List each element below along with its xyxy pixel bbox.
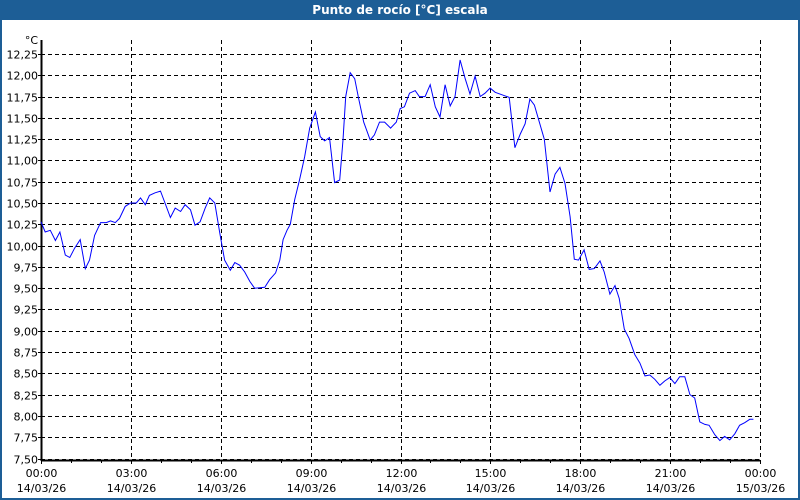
y-tick-label: 10,75 (7, 177, 39, 190)
x-tick-date: 14/03/26 (197, 482, 246, 495)
y-tick-label: 8,00 (14, 411, 39, 424)
y-tick-label: 7,75 (14, 432, 39, 445)
x-tick-time: 12:00 (386, 467, 418, 480)
x-tick-time: 03:00 (116, 467, 148, 480)
x-tick-date: 14/03/26 (287, 482, 336, 495)
y-tick-label: 8,75 (14, 347, 39, 360)
x-tick-date: 14/03/26 (556, 482, 605, 495)
y-tick-label: 10,50 (7, 198, 39, 211)
y-tick-label: 9,75 (14, 262, 39, 275)
x-tick-time: 06:00 (206, 467, 238, 480)
y-tick-label: 8,50 (14, 368, 39, 381)
y-tick-label: 12,00 (7, 70, 39, 83)
x-tick-time: 00:00 (26, 467, 58, 480)
x-tick-time: 21:00 (655, 467, 687, 480)
chart-panel: 7,50 7,75 8,00 8,25 8,50 8,75 9,00 9,25 9,50 9,75… (2, 20, 798, 498)
y-axis-unit: °C (25, 34, 39, 47)
y-tick-label: 11,00 (7, 155, 39, 168)
y-tick-label: 11,50 (7, 113, 39, 126)
y-tick-label: 10,25 (7, 219, 39, 232)
x-tick-time: 09:00 (296, 467, 328, 480)
y-tick-label: 11,25 (7, 134, 39, 147)
y-tick-label: 10,00 (7, 241, 39, 254)
x-tick-date: 15/03/26 (736, 482, 785, 495)
x-tick-date: 14/03/26 (646, 482, 695, 495)
chart-title: Punto de rocío [°C] escala (0, 0, 800, 20)
y-tick-label: 9,50 (14, 283, 39, 296)
y-tick-label: 11,75 (7, 92, 39, 105)
series-line (40, 59, 754, 442)
x-tick-date: 14/03/26 (107, 482, 156, 495)
x-tick-date: 14/03/26 (17, 482, 66, 495)
x-tick-time: 18:00 (565, 467, 597, 480)
x-tick-time: 15:00 (475, 467, 507, 480)
x-tick-date: 14/03/26 (466, 482, 515, 495)
x-tick-time: 00:00 (745, 467, 777, 480)
x-tick-date: 14/03/26 (377, 482, 426, 495)
dew-point-chart: 7,50 7,75 8,00 8,25 8,50 8,75 9,00 9,25 9,50 9,75… (7, 34, 786, 495)
y-tick-label: 9,25 (14, 304, 39, 317)
y-tick-label: 8,25 (14, 390, 39, 403)
y-tick-label: 9,00 (14, 326, 39, 339)
y-tick-label: 12,25 (7, 49, 39, 62)
y-tick-label: 7,50 (14, 454, 39, 467)
